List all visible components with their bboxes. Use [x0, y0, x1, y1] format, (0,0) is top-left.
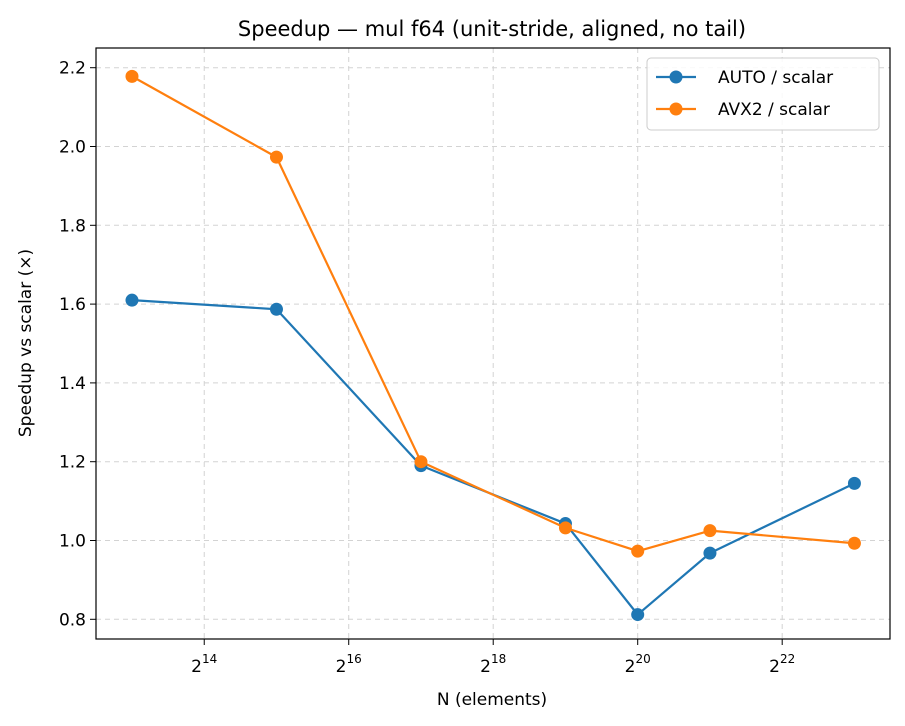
data-point-series-2: [558, 521, 572, 535]
legend-box: [646, 57, 880, 131]
x-tick-label: 218: [480, 652, 506, 677]
x-tick-label: 222: [769, 652, 795, 677]
y-tick-label: 1.0: [59, 532, 86, 552]
legend: AUTO / scalar AVX2 / scalar: [646, 57, 880, 131]
x-tick-label: 214: [191, 652, 217, 677]
data-point-series-2: [703, 524, 717, 538]
y-tick-label: 1.4: [59, 374, 86, 394]
legend-label-1: AUTO / scalar: [718, 68, 833, 88]
legend-marker-1: [669, 70, 683, 84]
plot-frame: [95, 47, 891, 640]
y-tick-label: 1.6: [59, 295, 86, 315]
y-tick-label: 0.8: [59, 610, 86, 630]
data-point-series-1: [269, 302, 283, 316]
data-point-series-2: [269, 150, 283, 164]
grid: [96, 48, 890, 639]
x-tick-label: 216: [336, 652, 362, 677]
data-point-series-2: [125, 69, 139, 83]
data-point-series-2: [847, 536, 861, 550]
y-tick-label: 1.8: [59, 216, 86, 236]
data-point-series-1: [125, 293, 139, 307]
y-tick-label: 2.2: [59, 59, 86, 79]
y-tick-label: 2.0: [59, 138, 86, 158]
legend-label-2: AVX2 / scalar: [718, 100, 830, 120]
x-axis-label: N (elements): [437, 690, 547, 710]
data-point-series-1: [847, 476, 861, 490]
x-axis: 214 216 218 220 222: [191, 639, 795, 677]
data-point-series-1: [703, 546, 717, 560]
y-tick-label: 1.2: [59, 453, 86, 473]
data-point-series-2: [631, 544, 645, 558]
y-axis-label: Speedup vs scalar (×): [16, 249, 36, 437]
y-axis: 0.8 1.0 1.2 1.4 1.6 1.8 2.0 2.2: [59, 59, 96, 630]
chart-title: Speedup — mul f64 (unit-stride, aligned,…: [238, 17, 746, 41]
series-layer: [125, 69, 861, 622]
legend-marker-2: [669, 102, 683, 116]
data-point-series-2: [414, 455, 428, 469]
x-tick-label: 220: [625, 652, 651, 677]
data-point-series-1: [631, 608, 645, 622]
